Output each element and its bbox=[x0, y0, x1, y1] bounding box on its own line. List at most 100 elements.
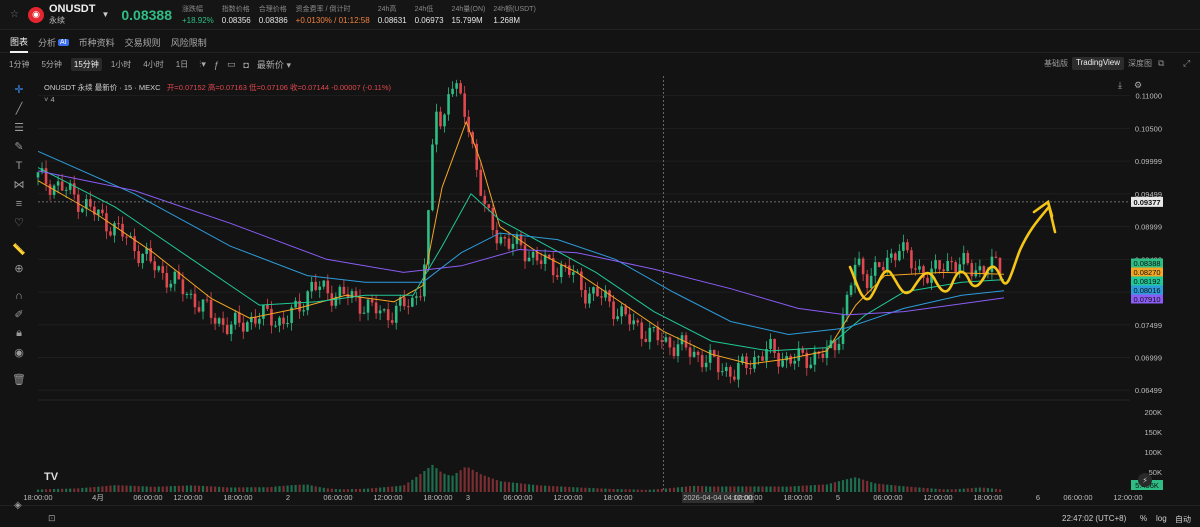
candle-type-icon[interactable]: ⫶▾ bbox=[199, 59, 206, 69]
pen-icon[interactable]: ✎ bbox=[14, 141, 24, 153]
tab-risk-limit[interactable]: 风险限制 bbox=[170, 38, 207, 48]
calendar-icon[interactable]: ⊡ bbox=[48, 513, 56, 523]
volume-bar bbox=[479, 474, 482, 492]
tab-analysis[interactable]: 分析 AI bbox=[38, 33, 69, 53]
crosshair-icon[interactable]: ✛ bbox=[14, 84, 24, 96]
volume-bar bbox=[129, 485, 132, 492]
heart-icon[interactable]: ♡ bbox=[14, 217, 24, 229]
candle-body bbox=[431, 144, 434, 211]
volume-bar bbox=[882, 484, 885, 492]
volume-bar bbox=[258, 487, 261, 492]
legend-title: ONUSDT 永续 最新价 · 15 · MEXC bbox=[44, 83, 161, 92]
volume-bar bbox=[990, 488, 994, 492]
tab-coin-info[interactable]: 币种资料 bbox=[78, 38, 115, 48]
candle-body bbox=[745, 356, 748, 369]
trash-icon[interactable]: 🗑︎ bbox=[12, 374, 26, 386]
symbol-selector[interactable]: ONUSDT 永续 bbox=[49, 3, 95, 26]
volume-bar bbox=[511, 482, 515, 492]
pattern-icon[interactable]: ⋈ bbox=[13, 179, 25, 191]
candle-body bbox=[201, 299, 205, 312]
timeframe-button[interactable]: 4小时 bbox=[143, 60, 164, 69]
volume-tick-label: 100K bbox=[1144, 448, 1162, 457]
trend-line-icon[interactable]: ╱ bbox=[15, 103, 23, 115]
candle-body bbox=[274, 325, 277, 327]
percent-toggle[interactable]: % bbox=[1140, 514, 1148, 523]
candle-body bbox=[89, 199, 92, 207]
volume-bar bbox=[713, 486, 716, 492]
eye-icon[interactable]: ◉ bbox=[14, 347, 24, 359]
view-button[interactable]: 深度图 bbox=[1128, 59, 1153, 68]
volume-bar bbox=[548, 485, 551, 492]
candle-body bbox=[241, 322, 245, 332]
candle-body bbox=[479, 169, 483, 196]
price-tick-label: 0.06499 bbox=[1135, 386, 1162, 395]
volume-bar bbox=[672, 487, 676, 492]
candle-body bbox=[221, 318, 225, 325]
view-button[interactable]: 基础版 bbox=[1044, 59, 1068, 68]
zoom-icon[interactable]: ⊕ bbox=[14, 263, 24, 275]
volume-bar bbox=[238, 487, 241, 492]
chart-toolbar: 1分钟 5分钟 15分钟 1小时 4小时 1日 ⫶▾ ƒ ▭ ◘ 最新价 ▾ 基础版 Tra… bbox=[0, 57, 1200, 72]
tab-trading-rules[interactable]: 交易规则 bbox=[124, 38, 161, 48]
candle-body bbox=[894, 253, 897, 261]
layout-icon[interactable]: ▭ bbox=[226, 59, 236, 69]
popout-icon[interactable]: ⧉ bbox=[1158, 58, 1165, 68]
volume-bar bbox=[523, 483, 527, 492]
ruler-icon[interactable]: 📏 bbox=[12, 244, 26, 256]
volume-bar bbox=[544, 485, 547, 492]
timeframe-button[interactable]: 1分钟 bbox=[9, 60, 30, 69]
volume-bar bbox=[902, 486, 905, 492]
favorite-star-icon[interactable]: ☆ bbox=[10, 9, 19, 20]
candle-body bbox=[487, 204, 491, 208]
candle-body bbox=[390, 320, 394, 323]
text-icon[interactable]: T bbox=[15, 159, 23, 172]
settings-icon[interactable]: ⚙ bbox=[1134, 80, 1143, 90]
candle-body bbox=[286, 322, 289, 324]
camera-icon[interactable]: ◘ bbox=[243, 59, 249, 70]
download-icon[interactable]: ⤓ bbox=[1118, 80, 1122, 90]
candle-body bbox=[407, 306, 410, 308]
fullscreen-icon[interactable]: ⤢ bbox=[1183, 58, 1191, 68]
horizontal-lines-icon[interactable]: ☰ bbox=[14, 122, 24, 134]
time-tick-label: 18:00:00 bbox=[423, 493, 452, 502]
log-toggle[interactable]: log bbox=[1156, 514, 1167, 523]
candle-body bbox=[636, 320, 640, 323]
auto-toggle[interactable]: 自动 bbox=[1175, 515, 1191, 524]
chevron-down-icon[interactable]: ▼ bbox=[101, 10, 110, 19]
lock-icon[interactable]: 🔒︎ bbox=[16, 327, 22, 339]
lock-drawing-icon[interactable]: ✐ bbox=[14, 309, 24, 321]
magnet-icon[interactable]: ∩ bbox=[15, 289, 23, 302]
candle-body bbox=[354, 291, 358, 297]
timeframe-button[interactable]: 15分钟 bbox=[70, 58, 102, 71]
candle-body bbox=[439, 111, 442, 127]
candle-body bbox=[298, 300, 301, 312]
bolt-icon[interactable]: ⚡ bbox=[1138, 473, 1152, 487]
candle-body bbox=[56, 181, 60, 186]
latest-price-menu[interactable]: 最新价 ▾ bbox=[256, 60, 291, 70]
volume-bar bbox=[648, 489, 651, 492]
stat-label: 24h高 bbox=[377, 5, 397, 13]
volume-bar bbox=[379, 487, 382, 492]
candle-body bbox=[934, 260, 937, 269]
layers-icon[interactable]: ◈ bbox=[14, 500, 22, 511]
volume-bar bbox=[93, 487, 96, 492]
tab-analysis-label: 分析 bbox=[38, 38, 57, 48]
tab-chart[interactable]: 图表 bbox=[10, 33, 29, 53]
candle-body bbox=[563, 264, 567, 266]
timeframe-button[interactable]: 1日 bbox=[175, 60, 189, 69]
view-button[interactable]: TradingView bbox=[1072, 57, 1125, 70]
indicator-toggle[interactable]: ˅ 4 bbox=[44, 95, 55, 104]
candle-body bbox=[358, 296, 362, 314]
volume-bar bbox=[125, 485, 128, 492]
indicators-icon[interactable]: ƒ bbox=[213, 59, 219, 70]
candle-body bbox=[881, 267, 885, 271]
timeframe-button[interactable]: 5分钟 bbox=[41, 60, 62, 69]
timeframe-button[interactable]: 1小时 bbox=[110, 60, 132, 69]
volume-bar bbox=[375, 487, 378, 492]
volume-bar bbox=[137, 486, 140, 492]
fib-icon[interactable]: ≡ bbox=[15, 197, 23, 210]
candle-body bbox=[580, 271, 583, 290]
volume-bar bbox=[185, 485, 189, 492]
price-tag-label: 0.08016 bbox=[1133, 286, 1160, 295]
